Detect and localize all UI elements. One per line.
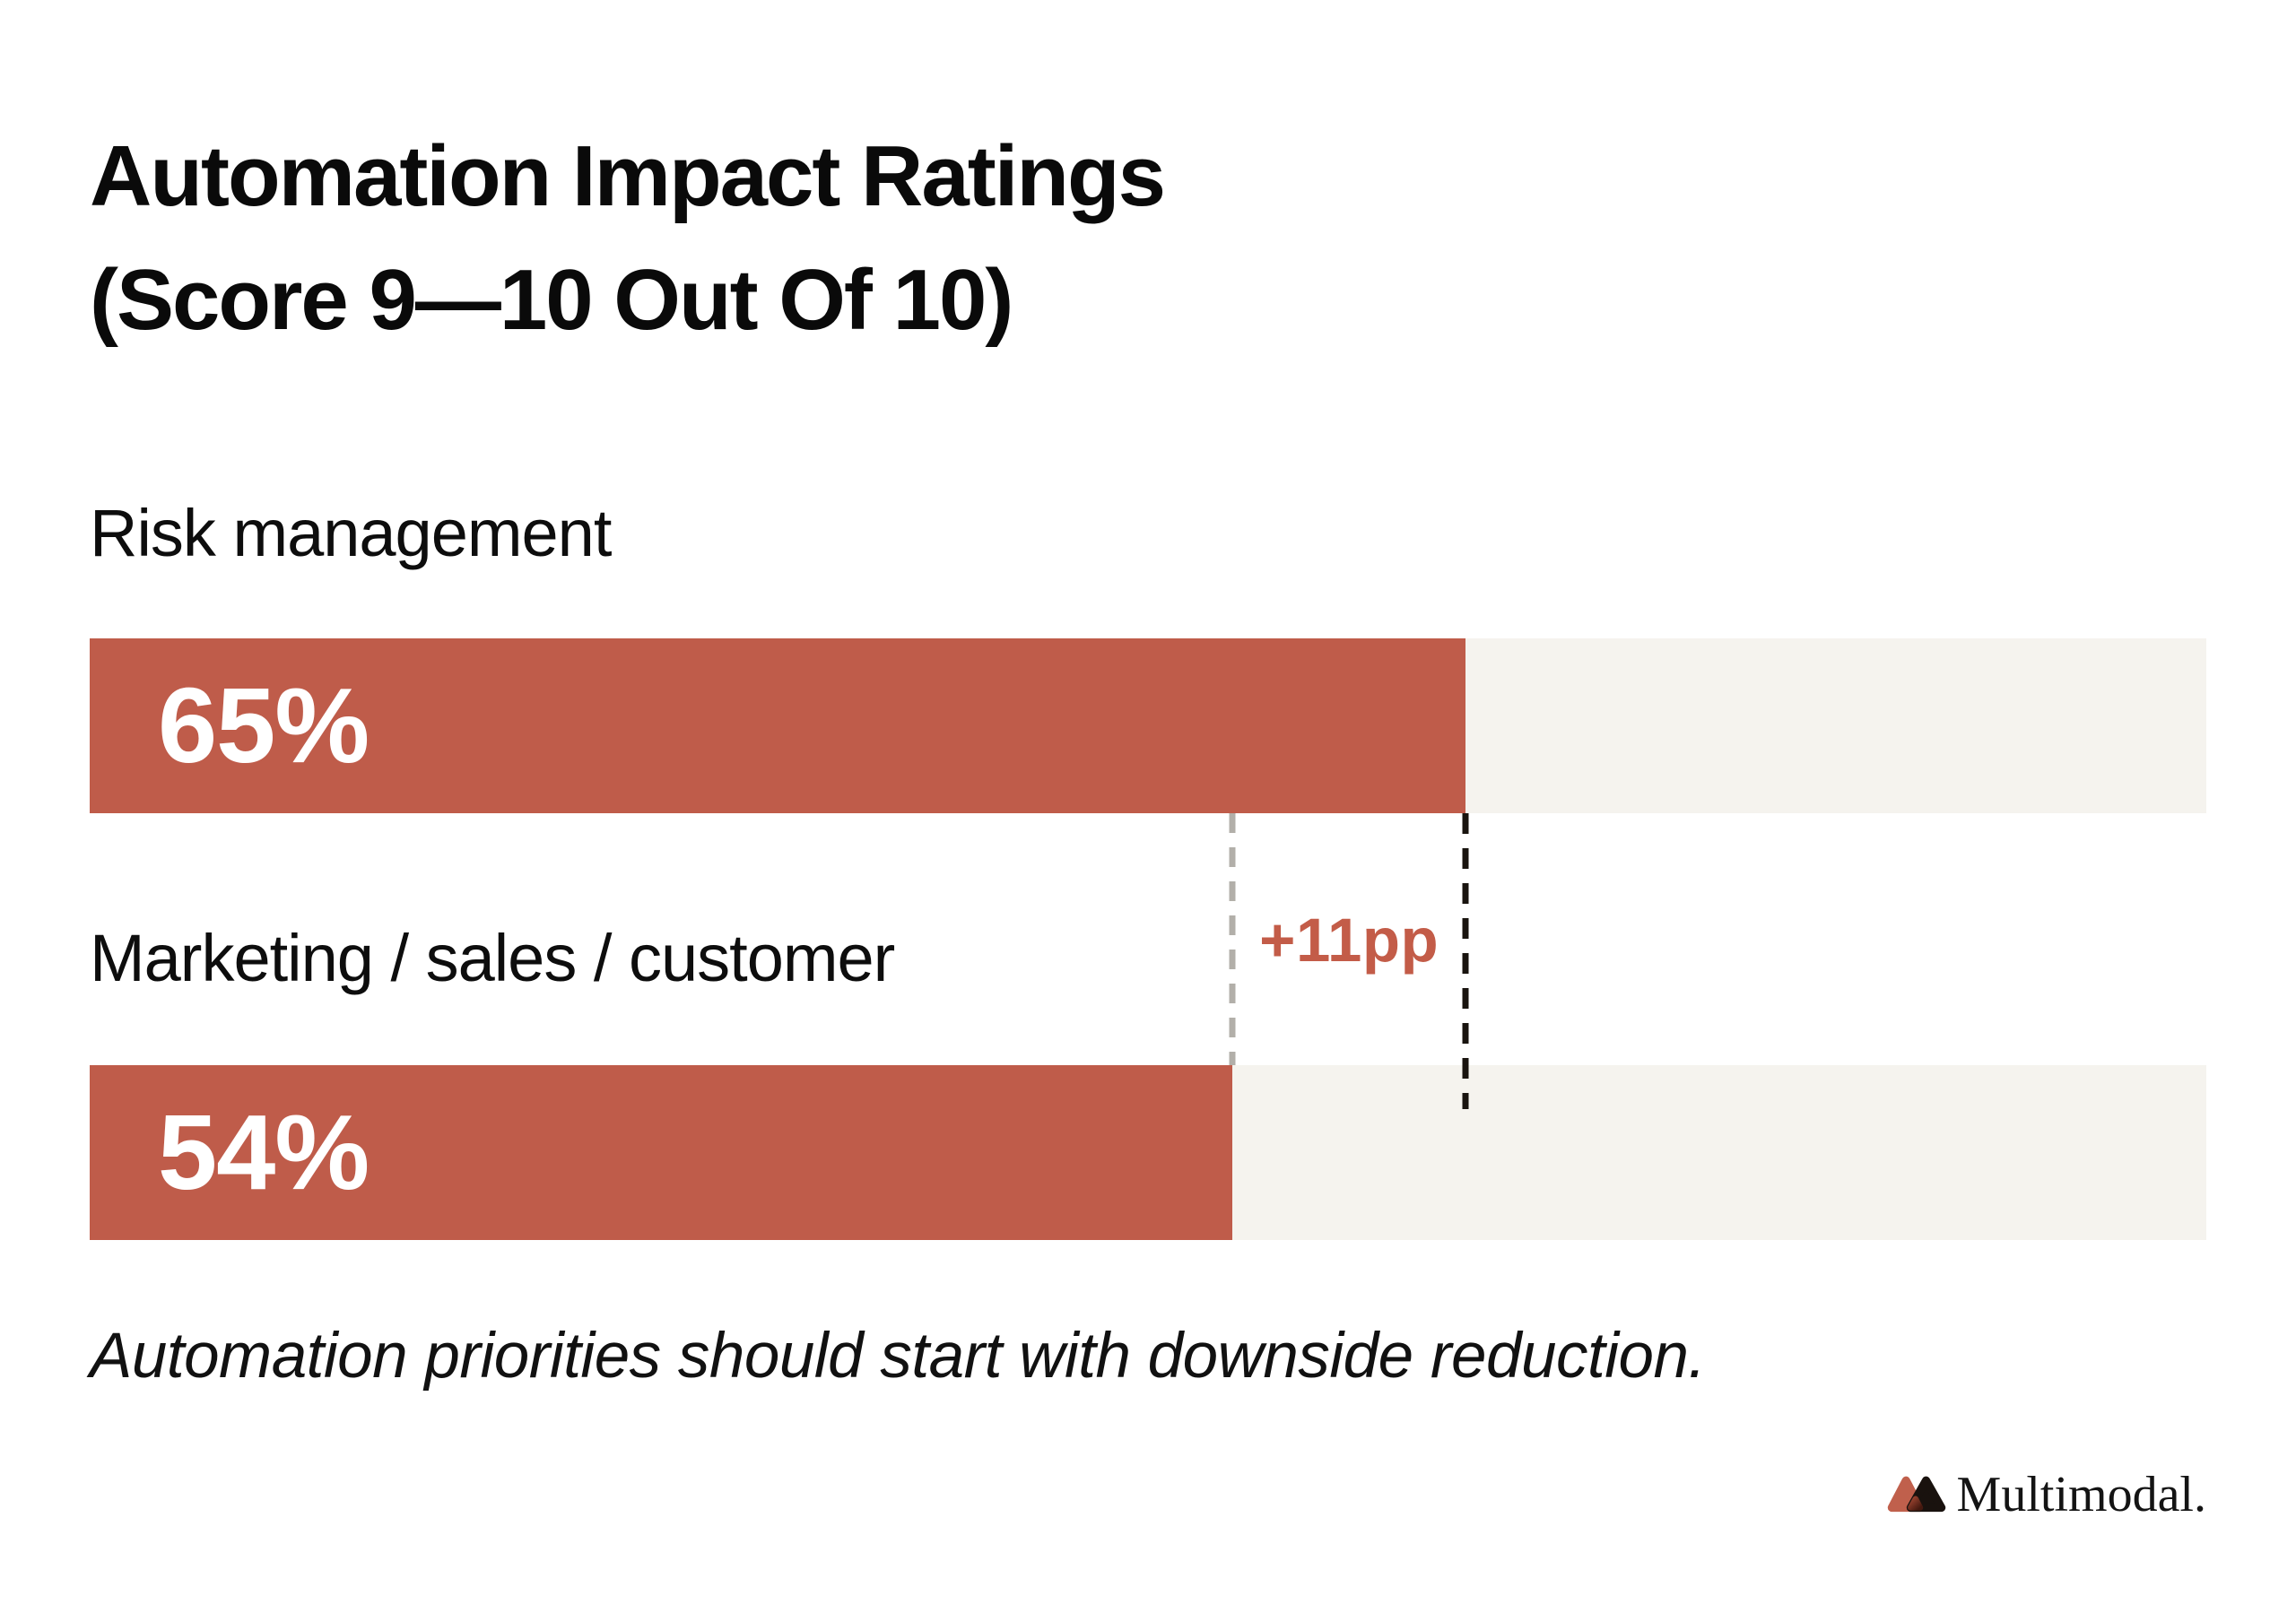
takeaway-note: Automation priorities should start with … [90,1321,1706,1392]
brand-logo: Multimodal. [1887,1467,2206,1522]
page-title-line1: Automation Impact Ratings [90,128,1166,224]
bar-label-marketing-sales-customer: Marketing / sales / customer [90,921,895,995]
bar-fill-marketing-sales-customer: 54% [90,1065,1233,1240]
bar-fill-risk-management: 65% [90,638,1465,813]
bar-track-marketing-sales-customer: 54% [90,1065,2206,1240]
bar-label-risk-management: Risk management [90,496,612,570]
multimodal-logo-icon [1887,1472,1946,1517]
page-title: Automation Impact Ratings (Score 9—10 Ou… [90,115,1166,362]
bar-value-risk-management: 65% [158,666,370,785]
brand-name: Multimodal. [1956,1467,2206,1522]
bar-track-risk-management: 65% [90,638,2206,813]
page-title-line2: (Score 9—10 Out Of 10) [90,252,1013,348]
dashed-line-lower-value [1229,813,1236,1065]
bar-value-marketing-sales-customer: 54% [158,1093,370,1212]
delta-annotation: +11pp [1259,906,1439,975]
